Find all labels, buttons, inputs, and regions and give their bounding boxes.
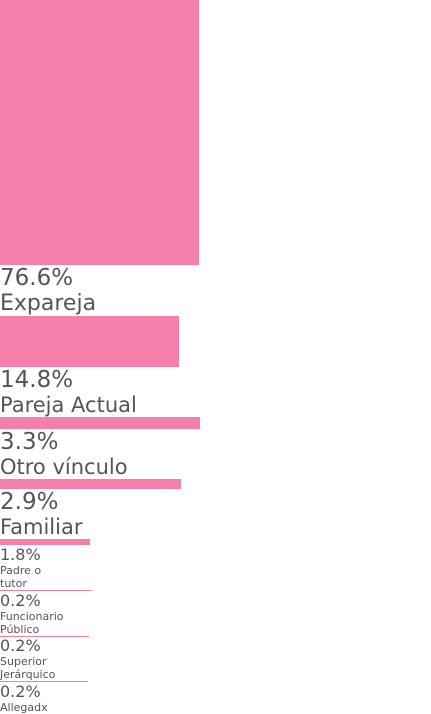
category-label: Padre o tutor bbox=[0, 563, 42, 590]
bar bbox=[0, 478, 181, 489]
bar bbox=[0, 538, 90, 545]
value-label: 0.2% bbox=[0, 636, 41, 656]
bar bbox=[0, 0, 199, 266]
value-label: 1.8% bbox=[0, 544, 41, 564]
value-label: 3.3% bbox=[0, 428, 59, 455]
page: 76.6% Expareja 14.8% Pareja Actual 3.3% Otro … bbox=[0, 0, 200, 714]
category-label: Otro vínculo bbox=[0, 454, 128, 479]
category-label: Superior Jerárquico bbox=[0, 655, 56, 682]
value-label: 76.6% bbox=[0, 265, 74, 292]
category-label: Familiar bbox=[0, 514, 83, 539]
value-label: 0.2% bbox=[0, 590, 41, 610]
category-label: Funcionario Público bbox=[0, 609, 64, 636]
category-label: Pareja Actual bbox=[0, 393, 137, 418]
value-label: 14.8% bbox=[0, 367, 74, 394]
bar bbox=[0, 589, 92, 591]
value-label: 2.9% bbox=[0, 488, 59, 515]
bar bbox=[0, 316, 179, 368]
bar bbox=[0, 417, 200, 429]
category-label: Expareja bbox=[0, 291, 97, 317]
category-label: Allegadx bbox=[0, 700, 48, 714]
value-label: 0.2% bbox=[0, 681, 41, 701]
